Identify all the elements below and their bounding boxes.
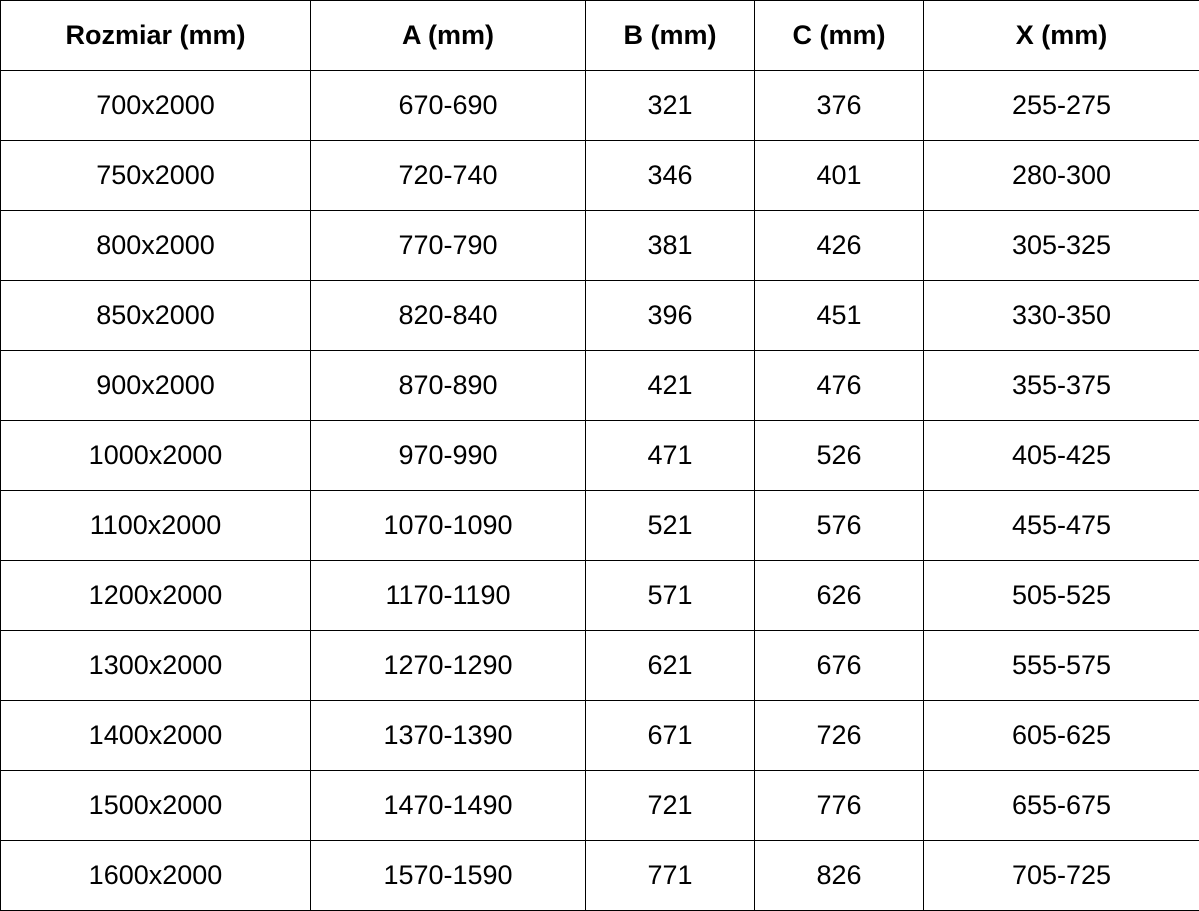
column-header-x: X (mm) bbox=[923, 0, 1199, 71]
cell-b: 571 bbox=[585, 560, 755, 631]
cell-c: 476 bbox=[754, 350, 924, 421]
cell-c: 576 bbox=[754, 490, 924, 561]
cell-size: 700x2000 bbox=[0, 70, 311, 141]
cell-c: 826 bbox=[754, 840, 924, 911]
cell-a: 1170-1190 bbox=[310, 560, 586, 631]
cell-size: 1600x2000 bbox=[0, 840, 311, 911]
cell-size: 1300x2000 bbox=[0, 630, 311, 701]
cell-b: 671 bbox=[585, 700, 755, 771]
cell-b: 346 bbox=[585, 140, 755, 211]
cell-a: 670-690 bbox=[310, 70, 586, 141]
cell-size: 1500x2000 bbox=[0, 770, 311, 841]
cell-b: 321 bbox=[585, 70, 755, 141]
cell-c: 426 bbox=[754, 210, 924, 281]
table-row: 1600x2000 1570-1590 771 826 705-725 bbox=[0, 840, 1199, 911]
cell-c: 626 bbox=[754, 560, 924, 631]
cell-size: 750x2000 bbox=[0, 140, 311, 211]
column-header-a: A (mm) bbox=[310, 0, 586, 71]
cell-a: 970-990 bbox=[310, 420, 586, 491]
cell-c: 401 bbox=[754, 140, 924, 211]
table-row: 800x2000 770-790 381 426 305-325 bbox=[0, 210, 1199, 281]
cell-a: 770-790 bbox=[310, 210, 586, 281]
cell-x: 505-525 bbox=[923, 560, 1199, 631]
cell-a: 1570-1590 bbox=[310, 840, 586, 911]
cell-x: 330-350 bbox=[923, 280, 1199, 351]
table-row: 700x2000 670-690 321 376 255-275 bbox=[0, 70, 1199, 141]
cell-x: 605-625 bbox=[923, 700, 1199, 771]
cell-a: 870-890 bbox=[310, 350, 586, 421]
cell-c: 526 bbox=[754, 420, 924, 491]
table-row: 1200x2000 1170-1190 571 626 505-525 bbox=[0, 560, 1199, 631]
cell-c: 676 bbox=[754, 630, 924, 701]
cell-b: 421 bbox=[585, 350, 755, 421]
table-row: 900x2000 870-890 421 476 355-375 bbox=[0, 350, 1199, 421]
cell-b: 396 bbox=[585, 280, 755, 351]
cell-x: 305-325 bbox=[923, 210, 1199, 281]
cell-b: 721 bbox=[585, 770, 755, 841]
cell-x: 555-575 bbox=[923, 630, 1199, 701]
cell-a: 1270-1290 bbox=[310, 630, 586, 701]
cell-a: 1070-1090 bbox=[310, 490, 586, 561]
table-row: 1000x2000 970-990 471 526 405-425 bbox=[0, 420, 1199, 491]
cell-a: 1470-1490 bbox=[310, 770, 586, 841]
cell-x: 355-375 bbox=[923, 350, 1199, 421]
table-row: 1500x2000 1470-1490 721 776 655-675 bbox=[0, 770, 1199, 841]
cell-size: 1000x2000 bbox=[0, 420, 311, 491]
column-header-c: C (mm) bbox=[754, 0, 924, 71]
cell-size: 1200x2000 bbox=[0, 560, 311, 631]
cell-b: 381 bbox=[585, 210, 755, 281]
cell-x: 705-725 bbox=[923, 840, 1199, 911]
cell-size: 1100x2000 bbox=[0, 490, 311, 561]
table-row: 1100x2000 1070-1090 521 576 455-475 bbox=[0, 490, 1199, 561]
cell-size: 900x2000 bbox=[0, 350, 311, 421]
cell-b: 621 bbox=[585, 630, 755, 701]
cell-b: 521 bbox=[585, 490, 755, 561]
column-header-size: Rozmiar (mm) bbox=[0, 0, 311, 71]
header-row: Rozmiar (mm) A (mm) B (mm) C (mm) X (mm) bbox=[0, 0, 1199, 71]
cell-size: 800x2000 bbox=[0, 210, 311, 281]
cell-a: 820-840 bbox=[310, 280, 586, 351]
cell-c: 451 bbox=[754, 280, 924, 351]
cell-size: 1400x2000 bbox=[0, 700, 311, 771]
cell-c: 376 bbox=[754, 70, 924, 141]
cell-size: 850x2000 bbox=[0, 280, 311, 351]
cell-a: 1370-1390 bbox=[310, 700, 586, 771]
column-header-b: B (mm) bbox=[585, 0, 755, 71]
table-row: 850x2000 820-840 396 451 330-350 bbox=[0, 280, 1199, 351]
cell-b: 771 bbox=[585, 840, 755, 911]
cell-x: 405-425 bbox=[923, 420, 1199, 491]
cell-b: 471 bbox=[585, 420, 755, 491]
cell-c: 726 bbox=[754, 700, 924, 771]
table-row: 1400x2000 1370-1390 671 726 605-625 bbox=[0, 700, 1199, 771]
cell-x: 455-475 bbox=[923, 490, 1199, 561]
cell-x: 655-675 bbox=[923, 770, 1199, 841]
cell-x: 255-275 bbox=[923, 70, 1199, 141]
table-row: 750x2000 720-740 346 401 280-300 bbox=[0, 140, 1199, 211]
cell-a: 720-740 bbox=[310, 140, 586, 211]
table-row: 1300x2000 1270-1290 621 676 555-575 bbox=[0, 630, 1199, 701]
cell-c: 776 bbox=[754, 770, 924, 841]
cell-x: 280-300 bbox=[923, 140, 1199, 211]
